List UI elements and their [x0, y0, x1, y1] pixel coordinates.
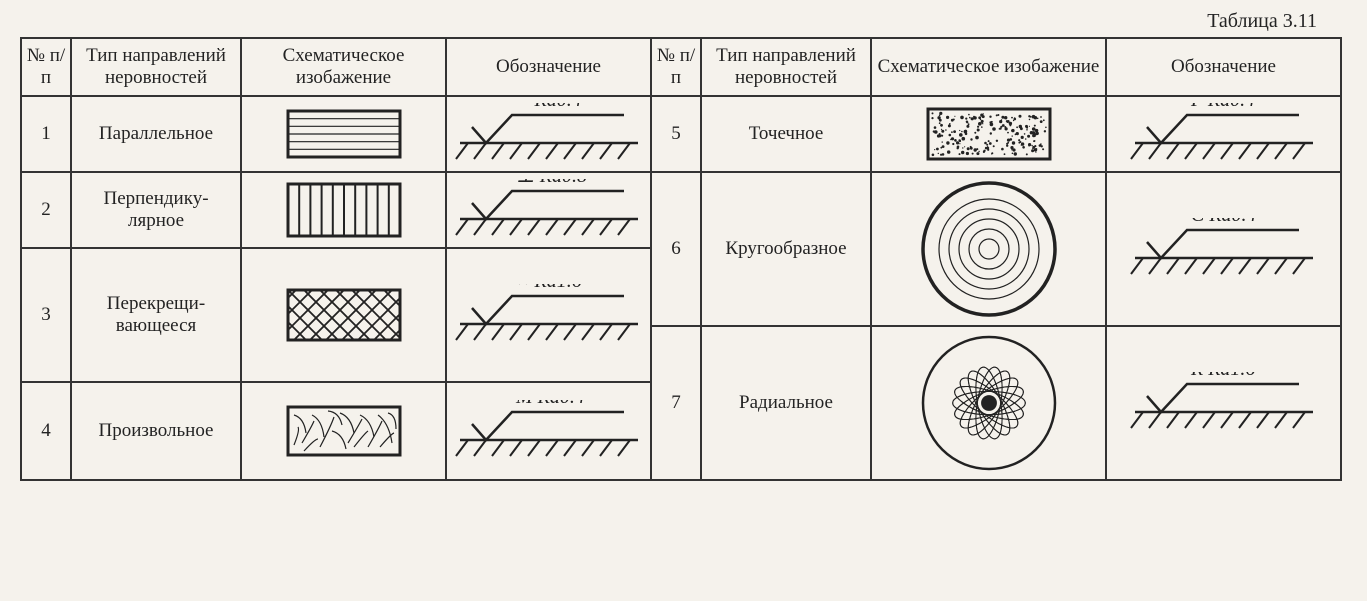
cell-designation: C Ra0.4: [1106, 172, 1341, 326]
cell-num: 7: [651, 326, 701, 480]
svg-text:P Ra0.4: P Ra0.4: [1190, 103, 1255, 111]
cell-type: Радиальное: [701, 326, 871, 480]
roughness-table: № п/п Тип направлений неровностей Схемат…: [20, 37, 1342, 481]
cell-num: 6: [651, 172, 701, 326]
cell-schematic: [871, 326, 1106, 480]
hdr-schm-l: Схематическое изобажение: [241, 38, 446, 96]
cell-designation: ⊥ Ra0.8: [446, 172, 651, 248]
cell-designation: R Ra1.6: [1106, 326, 1341, 480]
cell-schematic: [241, 382, 446, 480]
svg-text:R Ra1.6: R Ra1.6: [1190, 372, 1255, 380]
hdr-des-l: Обозначение: [446, 38, 651, 96]
cell-type: Параллельное: [71, 96, 241, 172]
hdr-type-l: Тип направлений неровностей: [71, 38, 241, 96]
cell-schematic: [871, 96, 1106, 172]
hdr-type-r: Тип направлений неровностей: [701, 38, 871, 96]
table-row: 2Перпендику-лярное⊥ Ra0.86КругообразноеC…: [21, 172, 1341, 247]
cell-schematic: [241, 248, 446, 382]
svg-text:C Ra0.4: C Ra0.4: [1191, 218, 1257, 226]
cell-designation: = Ra0.4: [446, 96, 651, 172]
svg-text:× Ra1.6: × Ra1.6: [516, 284, 582, 292]
header-row: № п/п Тип направлений неровностей Схемат…: [21, 38, 1341, 96]
cell-schematic: [241, 172, 446, 248]
cell-num: 5: [651, 96, 701, 172]
cell-num: 2: [21, 172, 71, 248]
cell-type: Перекрещи-вающееся: [71, 248, 241, 382]
hdr-num-l: № п/п: [21, 38, 71, 96]
table-caption: Таблица 3.11: [20, 10, 1317, 33]
cell-num: 3: [21, 248, 71, 382]
cell-type: Перпендику-лярное: [71, 172, 241, 248]
svg-text:M Ra0.4: M Ra0.4: [515, 400, 585, 408]
cell-type: Кругообразное: [701, 172, 871, 326]
cell-num: 4: [21, 382, 71, 480]
cell-schematic: [871, 172, 1106, 326]
svg-text:⊥ Ra0.8: ⊥ Ra0.8: [516, 179, 587, 187]
table-row: 1Параллельное = Ra0.4 5Точечное P Ra0.4: [21, 96, 1341, 171]
cell-num: 1: [21, 96, 71, 172]
hdr-des-r: Обозначение: [1106, 38, 1341, 96]
cell-designation: P Ra0.4: [1106, 96, 1341, 172]
cell-designation: × Ra1.6: [446, 248, 651, 382]
cell-type: Точечное: [701, 96, 871, 172]
hdr-schm-r: Схематическое изобажение: [871, 38, 1106, 96]
hdr-num-r: № п/п: [651, 38, 701, 96]
cell-schematic: [241, 96, 446, 172]
cell-designation: M Ra0.4: [446, 382, 651, 480]
cell-type: Произвольное: [71, 382, 241, 480]
svg-text:= Ra0.4: = Ra0.4: [516, 103, 582, 111]
